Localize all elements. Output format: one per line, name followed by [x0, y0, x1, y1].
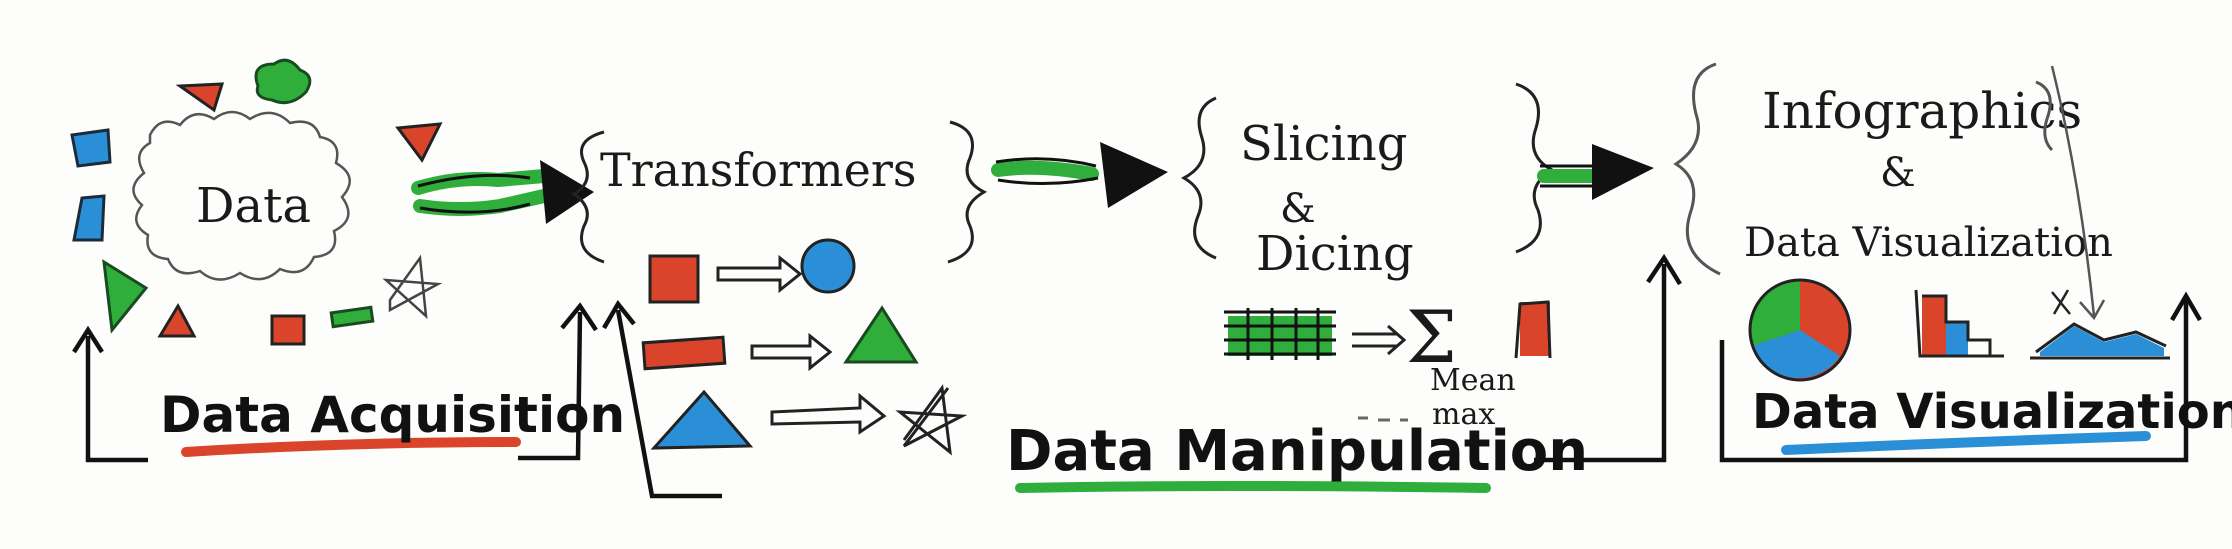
- manip-black-stroke: [995, 157, 1099, 186]
- transform-arrow-2-icon: [750, 332, 833, 372]
- blue-triangle-icon: [650, 389, 754, 450]
- manip-up-arrow-left-icon: [602, 300, 636, 330]
- green-blob-icon: [254, 58, 312, 105]
- manip-green-stroke: [991, 160, 1099, 181]
- slicing-right-brace: [1515, 82, 1556, 254]
- acquisition-title: Data Acquisition: [160, 386, 625, 444]
- mean-label: Mean: [1430, 363, 1516, 398]
- manipulation-underline: [1015, 481, 1491, 493]
- acquisition-bracket: [85, 311, 583, 463]
- star-scribble-icon: [382, 254, 443, 320]
- green-dash-icon: [329, 305, 375, 329]
- sigma-icon: Σ: [1406, 295, 1457, 379]
- acquisition-arrowhead-icon: [540, 160, 594, 224]
- dicing-label: Dicing: [1256, 226, 1414, 282]
- manip-arrowhead-icon: [1100, 142, 1168, 208]
- red-small-square-icon: [270, 314, 306, 346]
- infographics-right-brace: [2035, 80, 2054, 152]
- acquisition-black-stroke: [417, 173, 531, 214]
- visualization-section: Infographics & Data Visualization Data V…: [1673, 62, 2232, 463]
- manipulation-section: Transformers Slicing & Dicing Σ: [571, 82, 1682, 499]
- infographics-label: Infographics: [1762, 82, 2082, 140]
- red-square-icon: [648, 254, 700, 304]
- transformers-right-brace: [947, 120, 988, 264]
- max-label: max: [1432, 397, 1495, 432]
- infographics-left-brace: [1673, 62, 1721, 276]
- left-up-arrow-icon: [72, 325, 104, 354]
- acquisition-underline: [181, 437, 521, 457]
- transform-arrow-1-icon: [716, 254, 803, 294]
- acquisition-green-stroke: [411, 169, 551, 216]
- pie-chart-icon: [1748, 278, 1852, 382]
- red-triangle-icon-2: [395, 122, 443, 163]
- area-chart-icon: [2030, 289, 2170, 360]
- vis-ampersand-label: &: [1880, 150, 1916, 196]
- visualization-title: Data Visualization: [1752, 384, 2232, 440]
- visualization-bracket: [1719, 300, 2189, 463]
- red-bar-icon: [641, 335, 727, 371]
- green-triangle-icon-2: [843, 305, 919, 364]
- bar-chart-icon: [1914, 289, 2004, 358]
- double-arrow-icon: [1352, 324, 1407, 356]
- manipulation-title: Data Manipulation: [1006, 419, 1588, 484]
- red-triangle-icon: [175, 82, 225, 113]
- data-cloud: [132, 110, 351, 281]
- star-scribble-icon-2: [895, 384, 968, 456]
- transform-arrow-3-icon: [770, 392, 887, 435]
- dots-scribble: [1358, 416, 1408, 422]
- red-triangle-icon-3: [157, 302, 197, 338]
- vis-up-arrow-right-icon: [2170, 291, 2202, 322]
- slicing-label: Slicing: [1240, 116, 1407, 172]
- right-up-arrow-icon: [560, 302, 598, 332]
- blue-quad-icon: [72, 194, 106, 242]
- visualization-underline: [1781, 431, 2151, 455]
- green-triangle-icon: [102, 259, 149, 334]
- blue-square-icon: [70, 128, 112, 168]
- red-bar-chart-icon: [1514, 300, 1552, 359]
- acquisition-section: Data Data Acquisition: [70, 58, 625, 463]
- slicing-left-brace: [1180, 96, 1217, 260]
- ampersand-label: &: [1280, 186, 1316, 232]
- transformers-left-brace: [571, 130, 605, 264]
- data-cloud-label: Data: [196, 178, 311, 234]
- data-visualization-label: Data Visualization: [1744, 220, 2113, 266]
- green-table-icon: [1224, 308, 1336, 360]
- pointer-line-icon: [2050, 65, 2106, 321]
- manipulation-bracket: [615, 264, 1667, 499]
- vis-arrowhead-icon: [1592, 144, 1654, 200]
- blue-circle-icon: [800, 238, 856, 294]
- manip-up-arrow-right-icon: [1646, 253, 1682, 286]
- transformers-label: Transformers: [600, 143, 916, 197]
